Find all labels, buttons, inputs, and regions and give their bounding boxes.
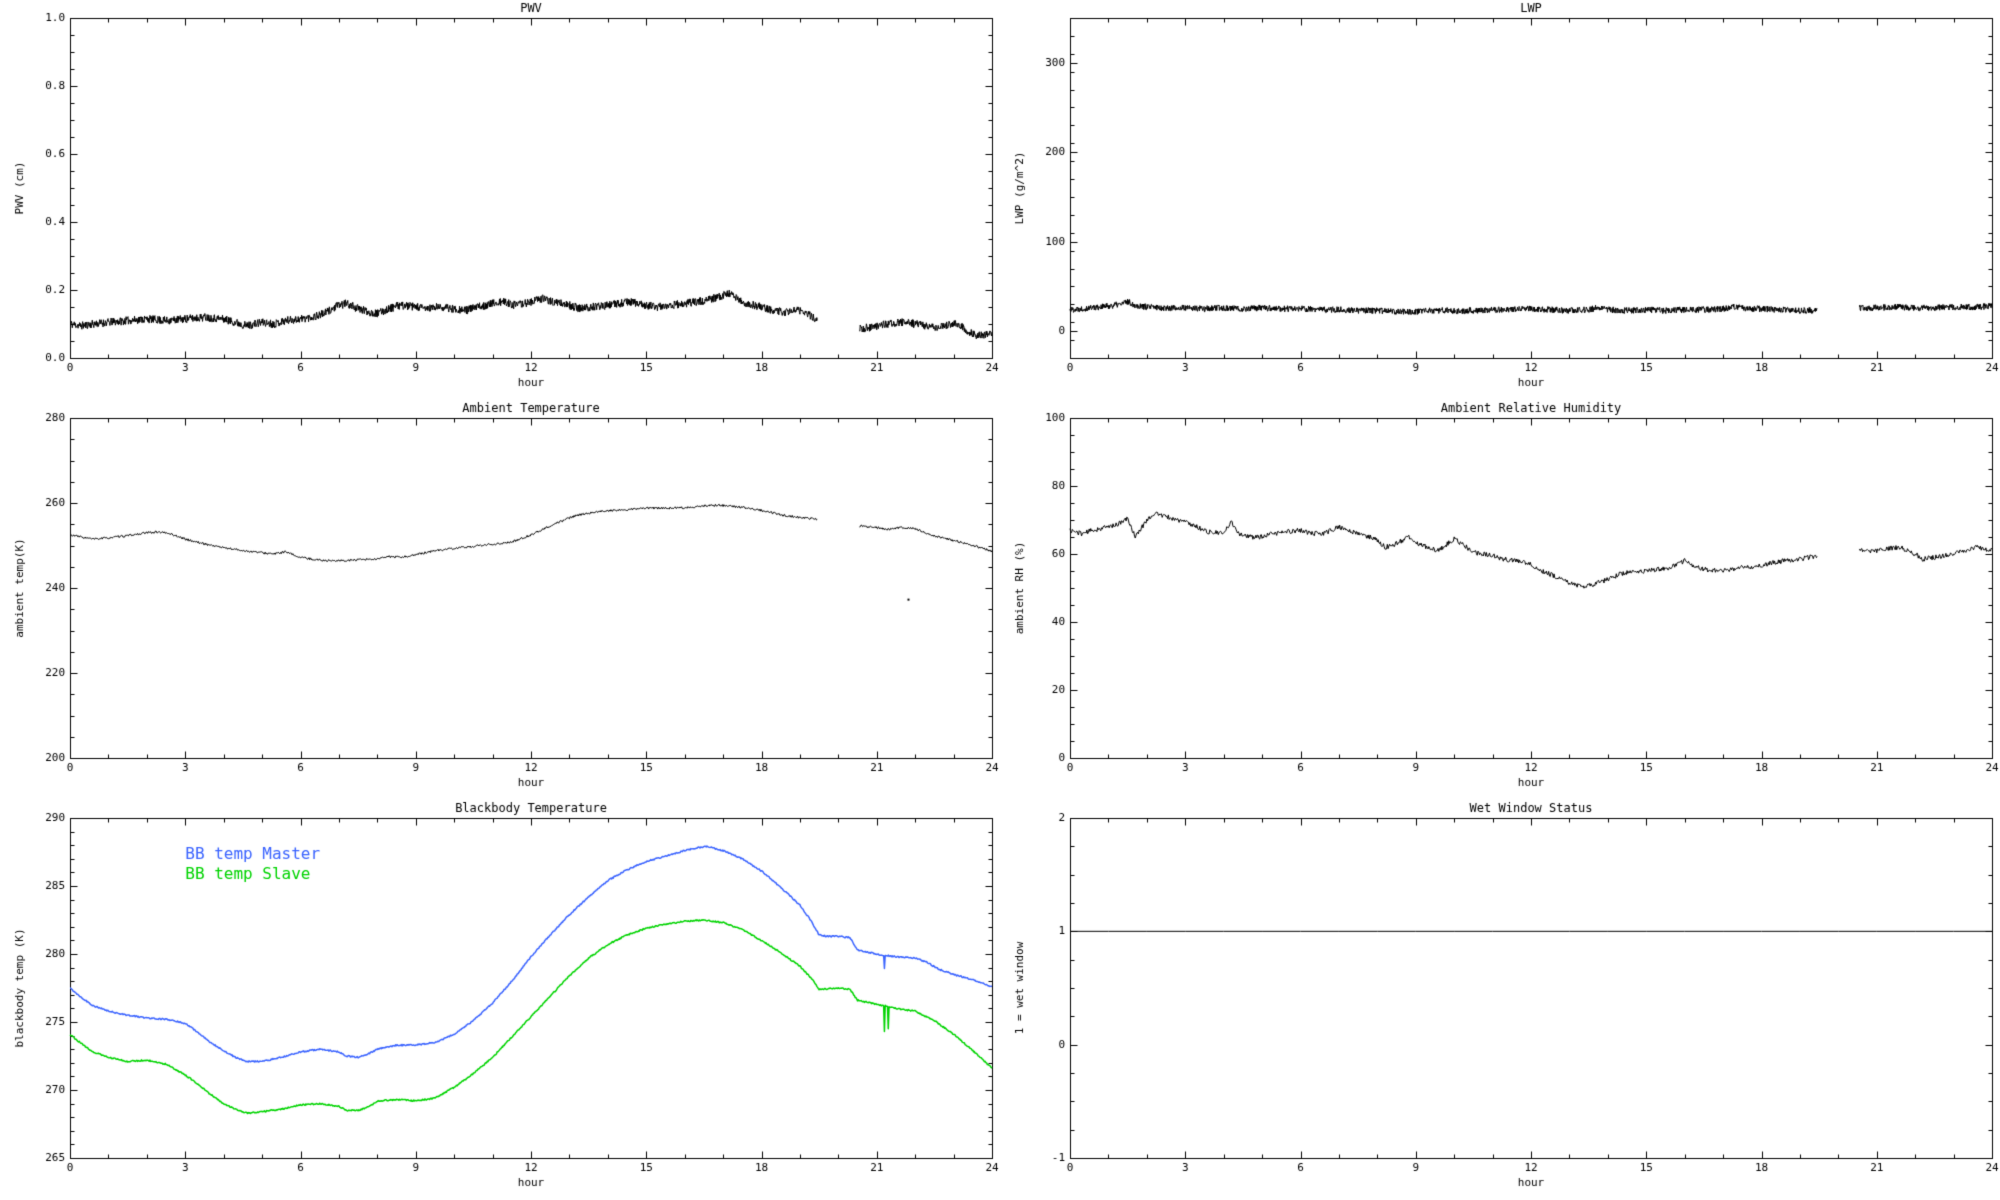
pwv-chart-canvas bbox=[0, 0, 1000, 400]
lwp-chart-canvas bbox=[1000, 0, 2000, 400]
panel-ambient-temperature bbox=[0, 400, 1000, 800]
ambient-temperature-chart-canvas bbox=[0, 400, 1000, 800]
ambient-relative-humidity-chart-canvas bbox=[1000, 400, 2000, 800]
wet-window-status-chart-canvas bbox=[1000, 800, 2000, 1200]
blackbody-temperature-chart-canvas bbox=[0, 800, 1000, 1200]
panel-blackbody-temperature bbox=[0, 800, 1000, 1200]
panel-pwv bbox=[0, 0, 1000, 400]
panel-lwp bbox=[1000, 0, 2000, 400]
panel-wet-window-status bbox=[1000, 800, 2000, 1200]
panel-ambient-relative-humidity bbox=[1000, 400, 2000, 800]
